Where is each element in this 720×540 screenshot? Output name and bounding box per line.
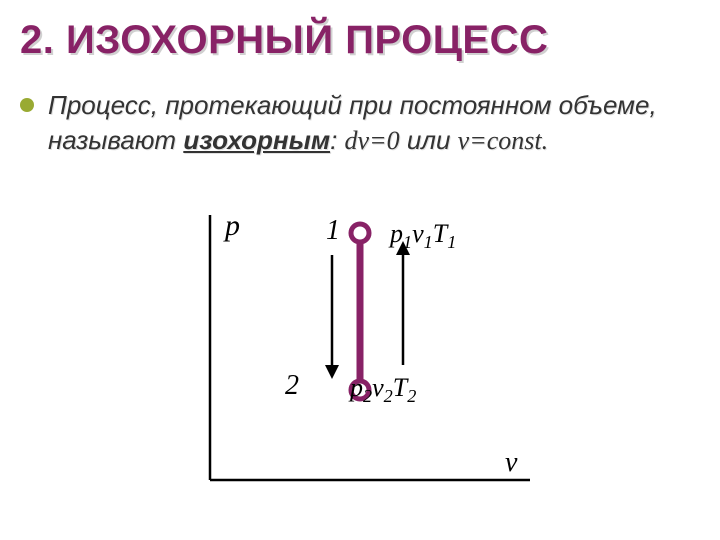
- s1-ps: 1: [403, 232, 412, 252]
- down-arrow-head-icon: [325, 365, 339, 379]
- body-formula2: v=const.: [458, 126, 548, 155]
- s1-p: p: [390, 219, 403, 248]
- diagram-svg: [170, 215, 550, 505]
- s1-v: v: [412, 219, 424, 248]
- point-1-circle: [351, 224, 369, 242]
- s2-p: p: [350, 373, 363, 402]
- body-or: или: [400, 125, 458, 155]
- s1-t: T: [433, 219, 447, 248]
- s1-vs: 1: [424, 232, 433, 252]
- bullet-row: Процесс, протекающий при постоянном объе…: [20, 88, 700, 158]
- s2-vs: 2: [384, 386, 393, 406]
- s1-ts: 1: [447, 232, 456, 252]
- body-keyword: изохорным: [183, 125, 330, 155]
- slide-title: 2. ИЗОХОРНЫЙ ПРОЦЕСС: [20, 18, 548, 63]
- state-1-label: p1v1T1: [390, 219, 456, 253]
- point-2-number: 2: [285, 370, 299, 402]
- s2-ts: 2: [407, 386, 416, 406]
- body-text: Процесс, протекающий при постоянном объе…: [48, 88, 700, 158]
- s2-ps: 2: [363, 386, 372, 406]
- state-2-label: p2v2T2: [350, 373, 416, 407]
- p-axis-label: p: [225, 209, 240, 243]
- body-formula1: dv=0: [345, 126, 400, 155]
- s2-t: T: [393, 373, 407, 402]
- v-axis-label: v: [505, 447, 517, 479]
- pv-diagram: p v 1 2 p1v1T1 p2v2T2: [170, 215, 550, 505]
- s2-v: v: [372, 373, 384, 402]
- body-colon: :: [330, 125, 344, 155]
- bullet-icon: [20, 98, 34, 112]
- point-1-number: 1: [326, 215, 340, 247]
